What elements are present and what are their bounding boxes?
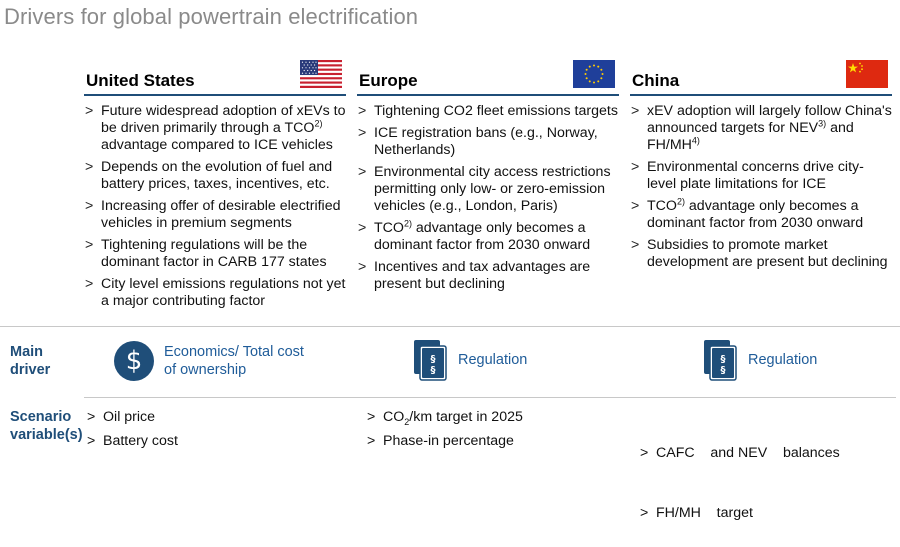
column-china: China xEV adoption will largely follow C…	[630, 60, 892, 276]
list-item: City level emissions regulations not yet…	[84, 276, 346, 310]
driver-cn: § § Regulation	[702, 338, 817, 382]
svg-text:§: §	[431, 365, 436, 376]
dollar-icon: $	[114, 341, 154, 381]
svg-text:§: §	[431, 354, 436, 365]
law-books-icon: § §	[414, 340, 447, 381]
column-header: United States	[84, 60, 346, 96]
svg-text:§: §	[721, 354, 726, 365]
list-item: CO2/km target in 2025	[366, 409, 523, 426]
china-flag-icon	[846, 60, 888, 88]
list-item: Subsidies to promote market development …	[630, 237, 892, 271]
list-item: Environmental city access restrictions p…	[357, 164, 619, 215]
list-item: xEV adoption will largely follow China's…	[630, 103, 892, 154]
scenario-list-cn: CAFC and NEV balances FH/MH target	[639, 409, 840, 547]
list-item: Future widespread adoption of xEVs to be…	[84, 103, 346, 154]
region-name: China	[632, 71, 680, 90]
list-item: Phase-in percentage	[366, 433, 523, 450]
list-item: TCO2) advantage only becomes a dominant …	[357, 219, 619, 254]
divider	[84, 397, 896, 398]
scenario-label: Scenario variable(s)	[10, 409, 83, 443]
bullet-list: Future widespread adoption of xEVs to be…	[84, 103, 346, 310]
region-name: Europe	[359, 71, 418, 90]
list-item: Tightening regulations will be the domin…	[84, 237, 346, 271]
column-united-states: United States Future widespread adoption…	[84, 60, 346, 315]
divider	[0, 326, 900, 327]
list-item: Incentives and tax advantages are presen…	[357, 259, 619, 293]
us-flag-icon	[300, 60, 342, 88]
region-name: United States	[86, 71, 195, 90]
list-item: CAFC and NEV balances	[639, 445, 840, 462]
driver-eu: § § Regulation	[412, 338, 527, 382]
list-item: TCO2) advantage only becomes a dominant …	[630, 197, 892, 232]
law-books-icon: § §	[704, 340, 737, 381]
list-item: ICE registration bans (e.g., Norway, Net…	[357, 125, 619, 159]
column-europe: Europe Tightening CO2 fleet emissions ta…	[357, 60, 619, 298]
page-title: Drivers for global powertrain electrific…	[4, 4, 419, 29]
driver-us: $ Economics/ Total cost of ownership	[114, 341, 304, 381]
driver-text: Economics/ Total cost of ownership	[164, 344, 304, 378]
list-item: Oil price	[86, 409, 178, 426]
list-item: Battery cost	[86, 433, 178, 450]
bullet-list: xEV adoption will largely follow China's…	[630, 103, 892, 271]
list-item: Environmental concerns drive city-level …	[630, 159, 892, 193]
list-item: FH/MH target	[639, 505, 840, 522]
svg-text:§: §	[721, 365, 726, 376]
list-item: Tightening CO2 fleet emissions targets	[357, 103, 619, 120]
main-driver-label: Main driver	[10, 344, 51, 378]
scenario-list-us: Oil price Battery cost	[86, 409, 178, 457]
list-item: Depends on the evolution of fuel and bat…	[84, 159, 346, 193]
column-header: China	[630, 60, 892, 96]
driver-text: Regulation	[458, 352, 528, 368]
driver-text: Regulation	[748, 352, 818, 368]
column-header: Europe	[357, 60, 619, 96]
bullet-list: Tightening CO2 fleet emissions targets I…	[357, 103, 619, 293]
scenario-list-eu: CO2/km target in 2025 Phase-in percentag…	[366, 409, 523, 457]
list-item: Increasing offer of desirable electrifie…	[84, 198, 346, 232]
eu-flag-icon	[573, 60, 615, 88]
